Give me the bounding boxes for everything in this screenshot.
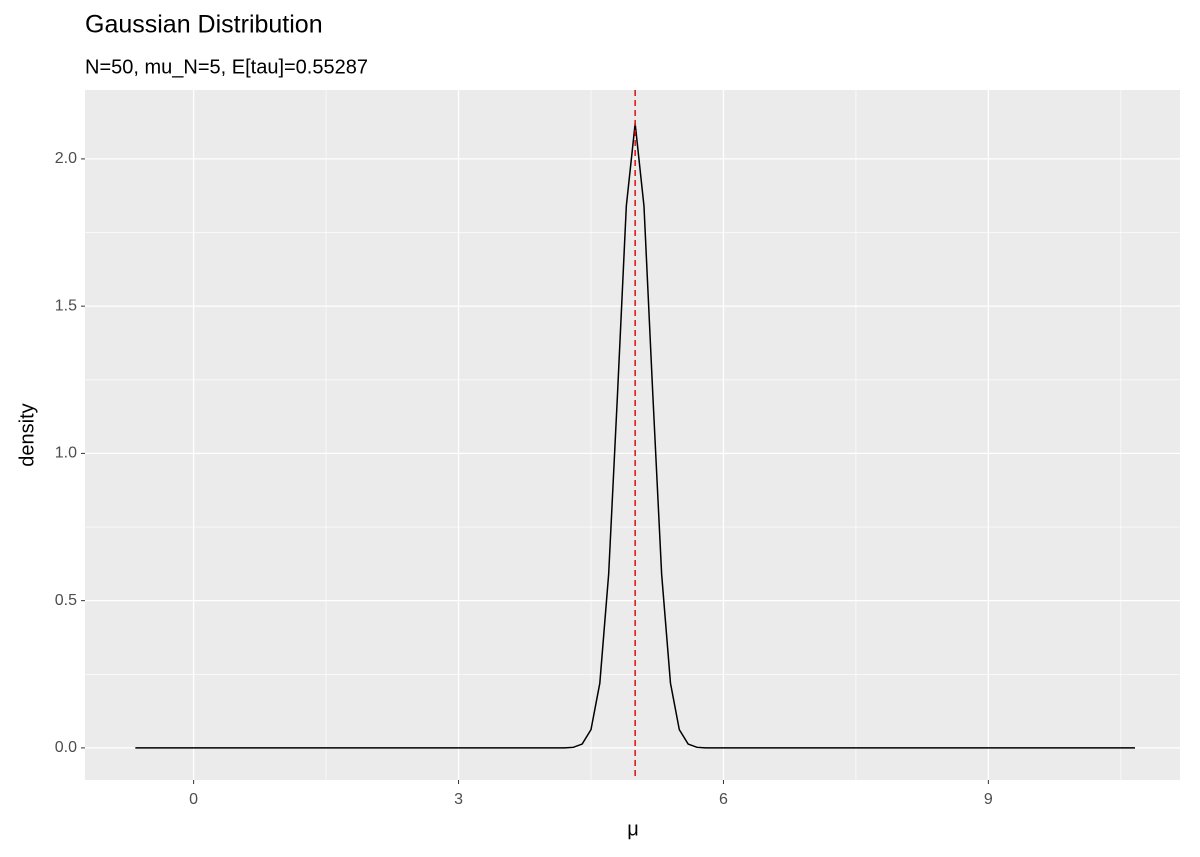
y-tick-label: 0.0 <box>55 739 77 756</box>
y-tick-label: 0.5 <box>55 592 77 609</box>
x-tick-label: 9 <box>984 791 993 808</box>
chart-subtitle: N=50, mu_N=5, E[tau]=0.55287 <box>85 56 368 78</box>
x-tick-label: 6 <box>719 791 728 808</box>
x-axis-title: μ <box>627 818 639 840</box>
x-tick-label: 3 <box>454 791 463 808</box>
chart-title: Gaussian Distribution <box>85 11 323 39</box>
x-tick-label: 0 <box>189 791 198 808</box>
y-tick-label: 2.0 <box>55 150 77 167</box>
panel <box>85 90 1180 780</box>
y-tick-label: 1.5 <box>55 297 77 314</box>
y-axis-title: density <box>16 403 38 466</box>
y-tick-label: 1.0 <box>55 445 77 462</box>
